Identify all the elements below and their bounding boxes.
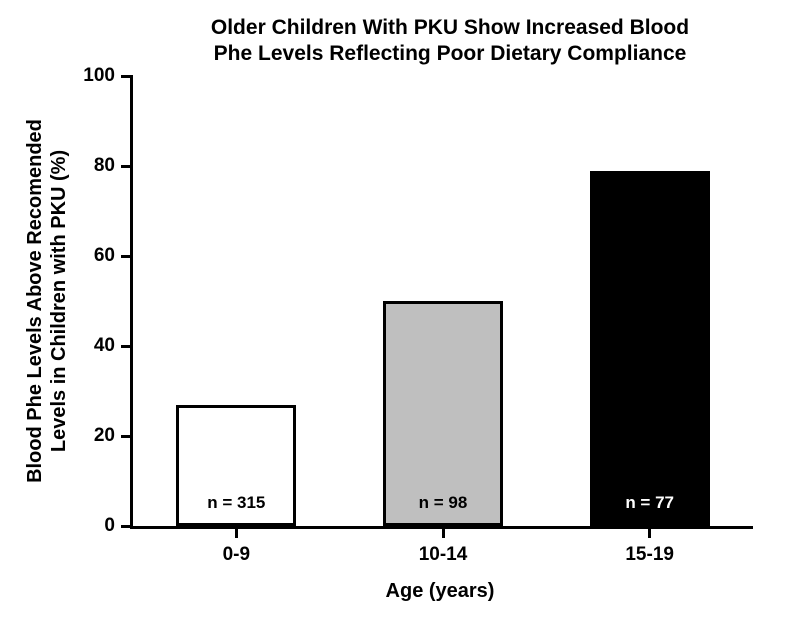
chart-container: Older Children With PKU Show Increased B… xyxy=(0,0,800,627)
y-tick xyxy=(121,75,133,78)
x-tick xyxy=(442,526,445,538)
y-tick xyxy=(121,255,133,258)
x-tick xyxy=(648,526,651,538)
y-tick xyxy=(121,525,133,528)
bar: n = 77 xyxy=(590,171,710,527)
y-axis-label-line1: Blood Phe Levels Above Recomended xyxy=(24,119,46,483)
x-tick-label: 15-19 xyxy=(625,544,674,566)
y-tick xyxy=(121,345,133,348)
y-axis-label: Blood Phe Levels Above Recomended Levels… xyxy=(32,76,62,526)
y-tick xyxy=(121,435,133,438)
y-tick-label: 0 xyxy=(104,515,115,537)
bar-n-label: n = 77 xyxy=(593,493,707,513)
y-tick xyxy=(121,165,133,168)
y-tick-label: 60 xyxy=(94,245,115,267)
x-tick-label: 10-14 xyxy=(419,544,468,566)
y-tick-label: 20 xyxy=(94,425,115,447)
y-tick-label: 100 xyxy=(83,65,115,87)
bar: n = 98 xyxy=(383,301,503,526)
y-axis-label-line2: Levels in Children with PKU (%) xyxy=(48,150,70,452)
x-tick-label: 0-9 xyxy=(223,544,250,566)
chart-title: Older Children With PKU Show Increased B… xyxy=(130,15,770,68)
x-axis-label: Age (years) xyxy=(130,580,750,603)
plot-area: 0204060801000-9n = 31510-14n = 9815-19n … xyxy=(130,76,753,529)
bar: n = 315 xyxy=(176,405,296,527)
bar-n-label: n = 98 xyxy=(386,493,500,513)
y-tick-label: 40 xyxy=(94,335,115,357)
bar-n-label: n = 315 xyxy=(179,493,293,513)
x-axis-label-text: Age (years) xyxy=(386,580,495,602)
chart-title-line1: Older Children With PKU Show Increased B… xyxy=(211,16,689,39)
chart-title-line2: Phe Levels Reflecting Poor Dietary Compl… xyxy=(214,42,687,65)
y-tick-label: 80 xyxy=(94,155,115,177)
x-tick xyxy=(235,526,238,538)
